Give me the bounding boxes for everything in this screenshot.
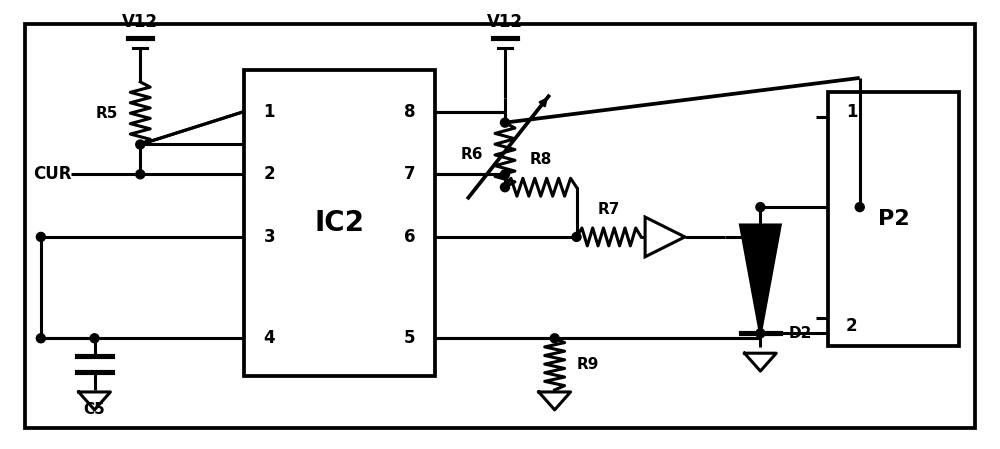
Circle shape [500, 170, 509, 179]
Text: R7: R7 [598, 202, 620, 217]
Circle shape [136, 140, 145, 149]
Circle shape [500, 183, 509, 192]
Text: P2: P2 [878, 209, 909, 229]
Polygon shape [741, 225, 780, 333]
Text: V12: V12 [487, 13, 523, 31]
Text: 1: 1 [263, 103, 275, 121]
Text: 1: 1 [846, 103, 857, 121]
Circle shape [756, 202, 765, 211]
Text: V12: V12 [122, 13, 158, 31]
Circle shape [36, 233, 45, 242]
Bar [244, 70, 435, 376]
Circle shape [500, 118, 509, 127]
Circle shape [90, 334, 99, 343]
Text: R8: R8 [530, 152, 552, 167]
Circle shape [550, 334, 559, 343]
Bar [828, 92, 959, 346]
Circle shape [36, 334, 45, 343]
Text: 3: 3 [263, 228, 275, 246]
Text: 8: 8 [404, 103, 416, 121]
Text: 2: 2 [846, 317, 857, 335]
Circle shape [855, 202, 864, 211]
Text: CUR: CUR [33, 165, 71, 183]
Text: IC2: IC2 [314, 209, 364, 237]
Circle shape [136, 170, 145, 179]
Text: 2: 2 [263, 165, 275, 183]
Text: 7: 7 [404, 165, 416, 183]
Text: R9: R9 [577, 357, 599, 372]
Text: D2: D2 [788, 326, 812, 341]
Text: 4: 4 [263, 329, 275, 347]
Text: R6: R6 [461, 147, 483, 163]
Text: R5: R5 [96, 106, 118, 121]
Text: C5: C5 [84, 402, 105, 418]
Circle shape [572, 233, 581, 242]
Text: 6: 6 [404, 228, 416, 246]
Text: 5: 5 [404, 329, 416, 347]
Circle shape [756, 329, 765, 338]
